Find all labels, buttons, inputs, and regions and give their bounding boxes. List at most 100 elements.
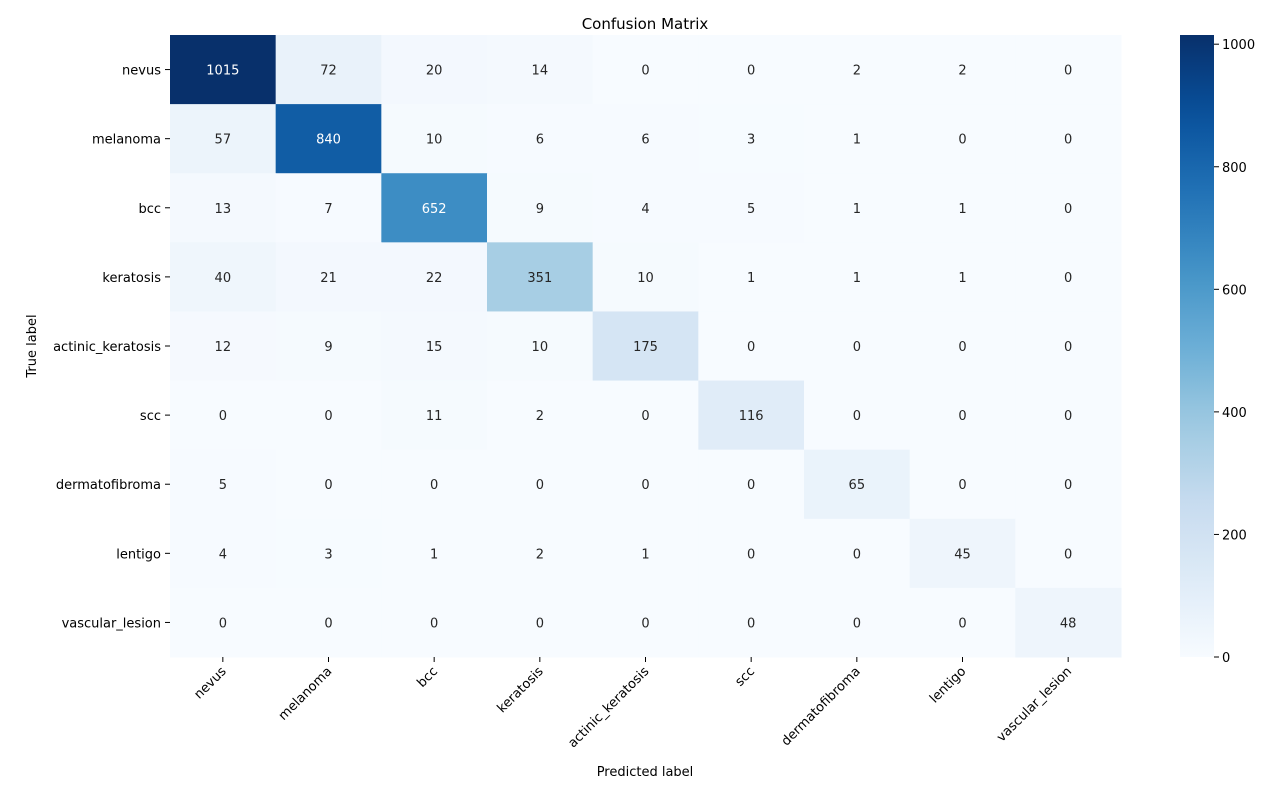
heatmap-cell <box>275 35 382 105</box>
x-tick-label: keratosis <box>495 664 547 716</box>
heatmap-cells <box>170 35 1122 658</box>
cell-value-label: 21 <box>320 271 337 286</box>
x-tick-label: vascular_lesion <box>994 664 1075 745</box>
heatmap-cell <box>170 242 277 312</box>
heatmap-cell <box>909 104 1016 174</box>
heatmap-cell <box>592 104 699 174</box>
x-tick-label: dermatofibroma <box>779 664 864 749</box>
cell-value-label: 72 <box>320 64 337 79</box>
heatmap-cell <box>592 587 699 658</box>
cell-value-label: 0 <box>324 478 332 493</box>
cell-value-label: 3 <box>747 133 755 148</box>
cell-value-label: 4 <box>219 547 227 562</box>
heatmap-cell <box>487 311 594 382</box>
cell-value-label: 5 <box>219 478 227 493</box>
cell-value-label: 10 <box>426 133 443 148</box>
x-tick-label: bcc <box>414 664 441 691</box>
heatmap-cell <box>804 380 911 451</box>
y-tick-label: keratosis <box>102 271 161 286</box>
cell-value-label: 1 <box>853 202 861 217</box>
x-axis-label: Predicted label <box>597 765 694 780</box>
colorbar <box>1180 35 1214 657</box>
heatmap-cell <box>1015 380 1122 451</box>
heatmap-cell <box>487 104 594 174</box>
y-tick-label: vascular_lesion <box>62 616 161 631</box>
y-axis-label: True label <box>25 314 40 378</box>
cell-value-label: 0 <box>853 340 861 355</box>
cell-value-label: 0 <box>747 478 755 493</box>
cell-value-label: 0 <box>219 616 227 631</box>
heatmap-cell <box>804 587 911 658</box>
cell-value-label: 0 <box>1064 202 1072 217</box>
y-tick-label: actinic_keratosis <box>53 340 161 355</box>
heatmap-cell <box>487 518 594 589</box>
y-tick-label: lentigo <box>116 547 161 562</box>
cell-value-label: 1 <box>747 271 755 286</box>
cell-value-label: 15 <box>426 340 443 355</box>
cell-value-label: 9 <box>536 202 544 217</box>
cell-value-label: 0 <box>958 616 966 631</box>
x-tick-label: melanoma <box>276 664 335 723</box>
cell-value-label: 11 <box>426 409 443 424</box>
cell-value-label: 0 <box>853 547 861 562</box>
cell-value-label: 0 <box>1064 409 1072 424</box>
cell-value-label: 0 <box>747 547 755 562</box>
y-tick-label: bcc <box>138 202 161 217</box>
cell-value-label: 0 <box>958 409 966 424</box>
colorbar-tick-label: 0 <box>1222 651 1230 666</box>
heatmap-cell <box>487 173 594 243</box>
heatmap-cell <box>487 242 594 312</box>
heatmap-cell <box>275 311 382 382</box>
cell-value-label: 0 <box>853 409 861 424</box>
heatmap-cell <box>1015 311 1122 382</box>
cell-value-label: 351 <box>527 271 552 286</box>
heatmap-cell <box>275 518 382 589</box>
heatmap-cell <box>592 449 699 520</box>
heatmap-cell <box>381 104 488 174</box>
cell-value-label: 0 <box>1064 64 1072 79</box>
cell-value-label: 0 <box>853 616 861 631</box>
cell-value-label: 10 <box>532 340 549 355</box>
cell-value-label: 0 <box>958 340 966 355</box>
cell-value-label: 2 <box>536 409 544 424</box>
heatmap-cell <box>381 173 488 243</box>
heatmap-cell <box>170 173 277 243</box>
heatmap-cell <box>487 449 594 520</box>
cell-value-label: 4 <box>641 202 649 217</box>
cell-value-label: 0 <box>219 409 227 424</box>
cell-value-label: 116 <box>739 409 764 424</box>
cell-annotations: 1015 72 20 14 0 0 2 2 057 840 10 6 6 3 1 0 013 7 652 9 4 5 1 1 0… <box>206 64 1076 632</box>
cell-value-label: 840 <box>316 133 341 148</box>
cell-value-label: 6 <box>536 133 544 148</box>
cell-value-label: 0 <box>536 478 544 493</box>
heatmap-cell <box>170 587 277 658</box>
cell-value-label: 1 <box>853 271 861 286</box>
heatmap-cell <box>909 587 1016 658</box>
heatmap-cell <box>275 587 382 658</box>
cell-value-label: 5 <box>747 202 755 217</box>
heatmap-cell <box>592 35 699 105</box>
heatmap-cell <box>909 173 1016 243</box>
cell-value-label: 0 <box>1064 340 1072 355</box>
cell-value-label: 0 <box>1064 547 1072 562</box>
cell-value-label: 2 <box>958 64 966 79</box>
heatmap-cell <box>1015 35 1122 105</box>
y-tick-label: scc <box>140 409 161 424</box>
cell-value-label: 0 <box>324 616 332 631</box>
cell-value-label: 0 <box>1064 271 1072 286</box>
heatmap-cell <box>592 311 699 382</box>
cell-value-label: 0 <box>430 616 438 631</box>
x-tick-label: scc <box>732 664 758 690</box>
cell-value-label: 20 <box>426 64 443 79</box>
cell-value-label: 175 <box>633 340 658 355</box>
y-axis-ticks: nevus melanoma bcc keratosis actinic_keratos… <box>53 64 170 631</box>
x-tick-label: lentigo <box>927 664 969 706</box>
heatmap-cell <box>1015 104 1122 174</box>
heatmap-cell <box>804 311 911 382</box>
cell-value-label: 45 <box>954 547 971 562</box>
heatmap-cell <box>804 449 911 520</box>
heatmap-cell <box>381 587 488 658</box>
heatmap-cell <box>487 380 594 451</box>
cell-value-label: 2 <box>536 547 544 562</box>
heatmap-cell <box>170 449 277 520</box>
